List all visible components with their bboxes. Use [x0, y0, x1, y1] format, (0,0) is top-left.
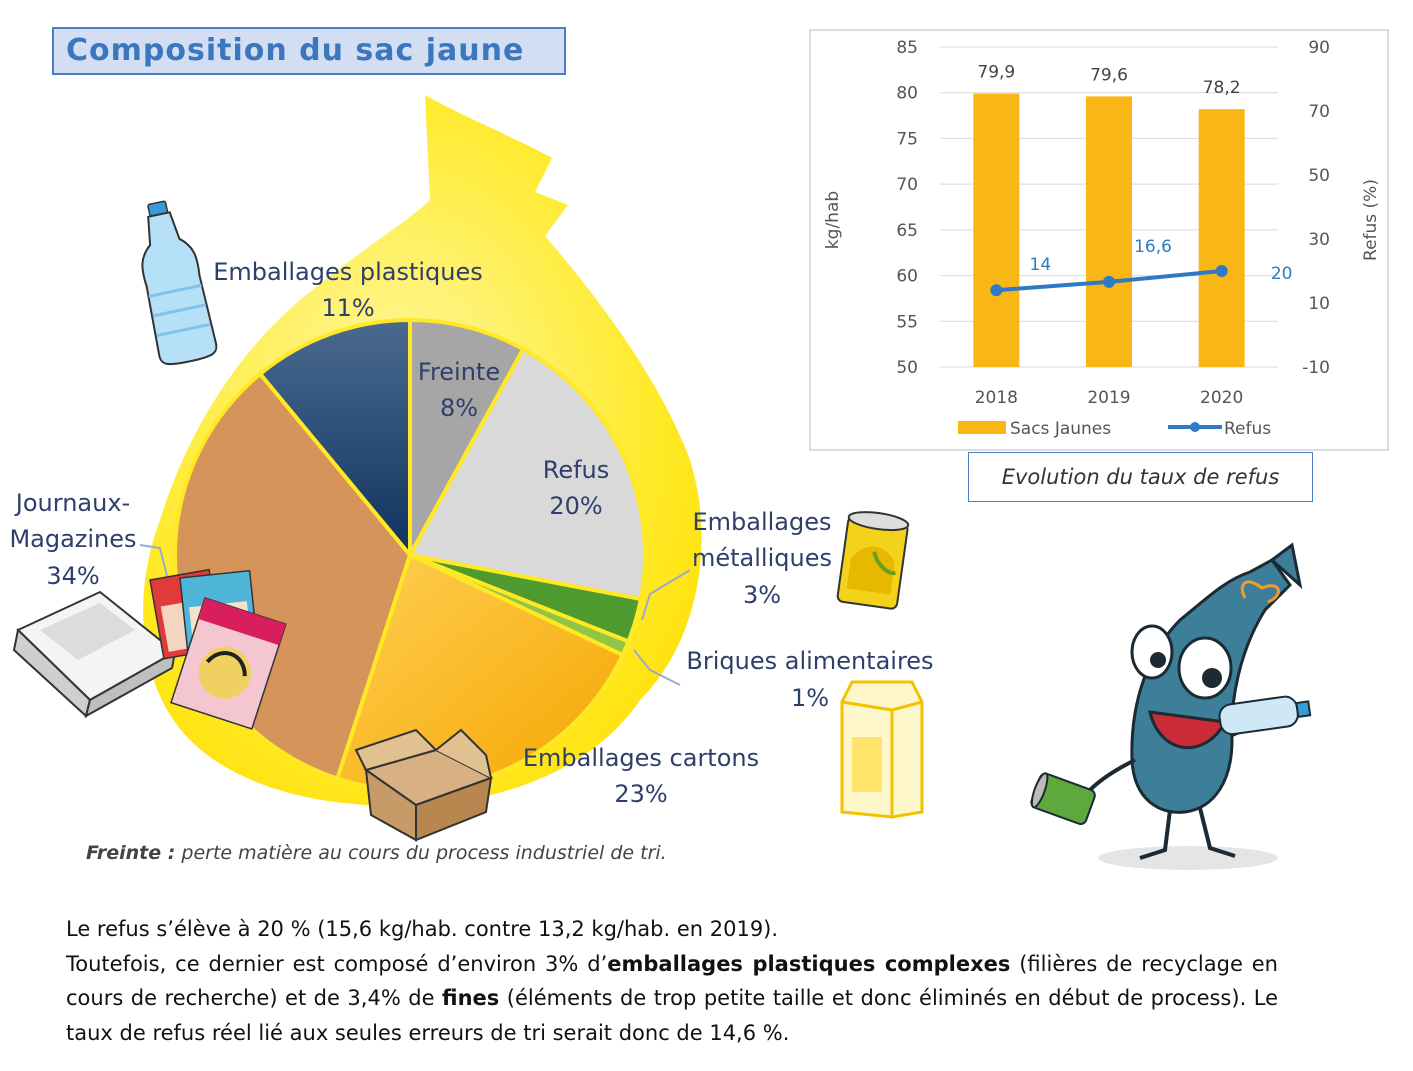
- y2-tick-label: 30: [1308, 230, 1330, 250]
- bar-value-label: 79,9: [977, 63, 1015, 83]
- y-tick-label: 55: [896, 312, 918, 332]
- bar-sacs-jaunes-2018: [973, 93, 1020, 367]
- y2-tick-label: 90: [1308, 38, 1330, 58]
- label-freinte-pct: 8%: [440, 394, 478, 422]
- plastic-bottle-icon: [141, 200, 218, 366]
- label-metal-line2: métalliques: [692, 544, 832, 572]
- summary-paragraph: Le refus s’élève à 20 % (15,6 kg/hab. co…: [66, 912, 1278, 1050]
- label-cartons-pct: 23%: [614, 780, 667, 808]
- y-tick-label: 70: [896, 175, 918, 195]
- label-briques-name: Briques alimentaires: [686, 647, 933, 675]
- page-title: Composition du sac jaune: [66, 33, 525, 68]
- label-journaux-pct: 34%: [46, 562, 99, 590]
- y-axis-label: kg/hab: [823, 191, 843, 249]
- mascot-character: [1030, 542, 1312, 870]
- label-refus-name: Refus: [543, 456, 610, 484]
- refus-value-label: 16,6: [1134, 237, 1172, 257]
- label-journaux-line1: Journaux-: [14, 489, 130, 517]
- refus-value-label: 20: [1271, 264, 1293, 284]
- summary-text-e: (éléments de trop petite taille et donc …: [66, 986, 1278, 1045]
- bar-value-label: 78,2: [1203, 78, 1241, 98]
- chart-bars: [973, 93, 1245, 368]
- label-briques-pct: 1%: [791, 684, 829, 712]
- y-tick-label: 65: [896, 221, 918, 241]
- title-box: Composition du sac jaune: [52, 27, 566, 75]
- label-metal-pct: 3%: [743, 581, 781, 609]
- label-plastiques-name: Emballages plastiques: [213, 258, 483, 286]
- chart-refus-line: [990, 265, 1228, 297]
- y2-tick-label: 70: [1308, 102, 1330, 122]
- metal-can-icon: [836, 511, 910, 610]
- y2-axis-label: Refus (%): [1361, 179, 1381, 261]
- pie-slice-refus: [406, 346, 647, 602]
- cardboard-box-icon: [354, 728, 494, 842]
- combo-chart: 85 80 75 70 65 60 55 50 90 70 50 30 10 -10 79,9 2018 79,…: [809, 29, 1389, 451]
- legend-label-refus: Refus: [1224, 419, 1271, 439]
- summary-line-1: Le refus s’élève à 20 % (15,6 kg/hab. co…: [66, 917, 779, 941]
- legend-label-sacs: Sacs Jaunes: [1010, 419, 1111, 439]
- bar-sacs-jaunes-2020: [1198, 109, 1245, 368]
- legend-marker-refus: [1190, 422, 1200, 432]
- newspapers-icon: [12, 568, 287, 730]
- x-tick-label: 2020: [1200, 388, 1243, 408]
- y-tick-label: 85: [896, 38, 918, 58]
- y-tick-label: 80: [896, 84, 918, 104]
- chart-labels: 85 80 75 70 65 60 55 50 90 70 50 30 10 -10 79,9 2018 79,…: [896, 38, 1330, 408]
- freinte-note: Freinte : perte matière au cours du proc…: [86, 842, 667, 864]
- y2-tick-label: 50: [1308, 166, 1330, 186]
- y2-tick-label: 10: [1308, 294, 1330, 314]
- y2-tick-label: -10: [1302, 358, 1330, 378]
- pie-labels: Emballages plastiques 11% Freinte 8% Ref…: [9, 258, 933, 808]
- y-tick-label: 75: [896, 129, 918, 149]
- freinte-note-text: perte matière au cours du process indust…: [175, 842, 667, 864]
- summary-bold-fines: fines: [442, 986, 500, 1010]
- label-journaux-line2: Magazines: [9, 525, 136, 553]
- y-tick-label: 60: [896, 267, 918, 287]
- label-cartons-name: Emballages cartons: [523, 744, 759, 772]
- bar-sacs-jaunes-2019: [1086, 96, 1132, 367]
- chart-caption: Evolution du taux de refus: [1001, 465, 1280, 489]
- label-metal-line1: Emballages: [692, 508, 831, 536]
- refus-point-2020: [1215, 265, 1228, 277]
- chart-legend: Sacs Jaunes Refus: [958, 419, 1271, 439]
- pie-slice-emballages-plastiques: [257, 317, 412, 561]
- x-tick-label: 2019: [1087, 388, 1130, 408]
- label-refus-pct: 20%: [549, 492, 602, 520]
- refus-point-2019: [1103, 275, 1115, 288]
- leader-line-briques: [633, 649, 681, 686]
- label-freinte-name: Freinte: [418, 358, 500, 386]
- summary-line-2: Toutefois, ce dernier est composé d’envi…: [66, 947, 1278, 1051]
- leader-line-journaux: [139, 544, 169, 581]
- summary-text-a: Toutefois, ce dernier est composé d’envi…: [66, 951, 608, 976]
- freinte-note-term: Freinte :: [86, 842, 176, 864]
- y-tick-label: 50: [896, 358, 918, 378]
- milk-carton-icon: [840, 680, 924, 819]
- summary-text-c: (filières de recyclage en cours de reche…: [66, 951, 1278, 1011]
- summary-bold-complexes: emballages plastiques complexes: [607, 951, 1011, 976]
- bar-value-label: 79,6: [1090, 65, 1128, 85]
- leader-line-metal: [641, 569, 691, 621]
- refus-value-label: 14: [1030, 255, 1052, 275]
- chart-caption-box: Evolution du taux de refus: [968, 452, 1313, 502]
- leader-lines: [139, 544, 691, 686]
- x-tick-label: 2018: [975, 388, 1018, 408]
- refus-point-2018: [990, 284, 1003, 297]
- pie-chart: [173, 317, 647, 792]
- label-plastiques-pct: 11%: [321, 294, 374, 322]
- pie-slice-freinte: [408, 317, 526, 556]
- legend-swatch-sacs: [958, 421, 1006, 434]
